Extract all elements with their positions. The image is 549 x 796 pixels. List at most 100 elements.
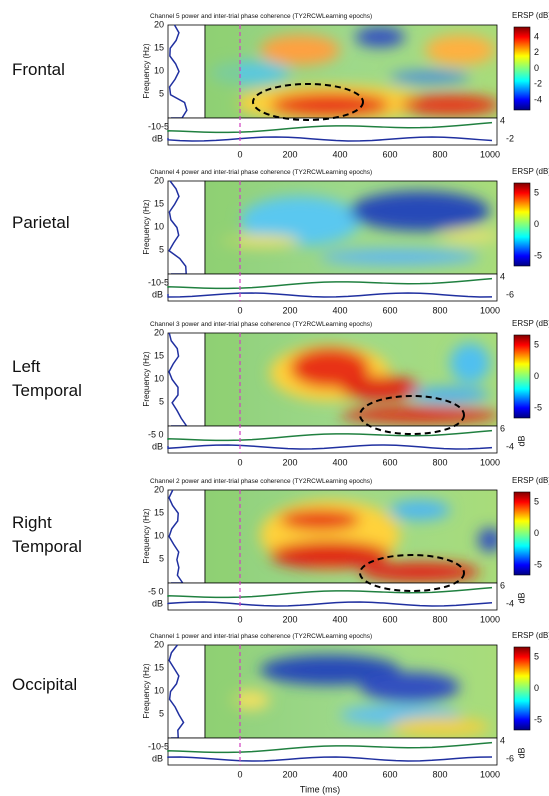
colorbar-tick-label: 0 xyxy=(534,63,539,73)
itc-line xyxy=(167,756,493,762)
mean-spectrum xyxy=(168,180,188,275)
strip-right-label: -6 xyxy=(506,289,514,299)
x-tick-label: 800 xyxy=(432,614,447,624)
heatmap-region xyxy=(340,407,497,423)
heatmap xyxy=(260,500,497,582)
colorbar-tick-label: -2 xyxy=(534,79,542,89)
region-label: Left xyxy=(12,357,41,376)
itc-strip xyxy=(167,737,498,766)
heatmap xyxy=(220,191,497,265)
prestim xyxy=(205,490,240,583)
x-tick-label: 600 xyxy=(382,614,397,624)
panel-title: Channel 2 power and inter-trial phase co… xyxy=(150,478,372,485)
strip-unit: dB xyxy=(152,133,163,143)
heatmap-region xyxy=(360,562,480,582)
strip-tick-label: -10-5 xyxy=(148,741,169,751)
region-label: Parietal xyxy=(12,213,70,232)
heatmap-region xyxy=(290,348,370,388)
y-tick-label: 10 xyxy=(154,373,164,383)
colorbar-title: ERSP (dB) xyxy=(512,11,549,20)
strip-unit: dB xyxy=(152,289,163,299)
heatmap-region xyxy=(410,387,490,403)
heatmap-region xyxy=(390,71,470,83)
region-label: Frontal xyxy=(12,60,65,79)
x-tick-label: 400 xyxy=(332,457,347,467)
heatmap-region xyxy=(270,541,390,569)
mean-spectrum xyxy=(168,332,188,427)
y-axis-label: Frequency (Hz) xyxy=(142,663,151,718)
y-tick-label: 15 xyxy=(154,350,164,360)
panel-title: Channel 4 power and inter-trial phase co… xyxy=(150,169,372,176)
region-label: Temporal xyxy=(12,381,82,400)
strip-right-label: -6 xyxy=(506,753,514,763)
x-tick-label: 800 xyxy=(432,769,447,779)
panel-title: Channel 3 power and inter-trial phase co… xyxy=(150,321,372,328)
x-tick-label: 200 xyxy=(282,305,297,315)
strip-tick-label: -10-5 xyxy=(148,277,169,287)
x-tick-label: 800 xyxy=(432,457,447,467)
heatmap-region xyxy=(478,528,497,552)
region-label: Occipital xyxy=(12,675,77,694)
highlight xyxy=(359,395,465,435)
itc-line xyxy=(167,121,493,134)
x-tick-label: 800 xyxy=(432,149,447,159)
y-axis-label: Frequency (Hz) xyxy=(142,351,151,406)
strip-unit: dB xyxy=(152,441,163,451)
x-tick-label: 600 xyxy=(382,457,397,467)
y-tick-label: 5 xyxy=(159,88,164,98)
colorbar-tick-label: -5 xyxy=(534,250,542,260)
colorbar xyxy=(513,26,531,111)
heatmap-region xyxy=(450,343,490,383)
x-tick-label: 0 xyxy=(237,305,242,315)
colorbar-unit: dB xyxy=(516,747,526,758)
colorbar-tick-label: -5 xyxy=(534,402,542,412)
mean-spectrum xyxy=(168,24,188,119)
itc-line xyxy=(167,586,493,599)
heatmap xyxy=(210,27,497,118)
x-tick-label: 0 xyxy=(237,457,242,467)
y-tick-label: 20 xyxy=(154,19,164,29)
colorbar-tick-label: -4 xyxy=(534,94,542,104)
x-tick-label: 200 xyxy=(282,614,297,624)
colorbar-tick-label: 4 xyxy=(534,31,539,41)
heatmap-region xyxy=(260,655,400,685)
highlight xyxy=(359,554,465,592)
x-tick-label: 1000 xyxy=(480,769,500,779)
colorbar-tick-label: 0 xyxy=(534,528,539,538)
colorbar-tick-label: 0 xyxy=(534,371,539,381)
itc-line xyxy=(167,277,493,290)
y-tick-label: 15 xyxy=(154,42,164,52)
colorbar-tick-label: 5 xyxy=(534,187,539,197)
y-tick-label: 15 xyxy=(154,662,164,672)
y-axis-label: Frequency (Hz) xyxy=(142,508,151,563)
colorbar-title: ERSP (dB) xyxy=(512,319,549,328)
heatmap-region xyxy=(350,191,490,231)
x-tick-label: 800 xyxy=(432,305,447,315)
heatmap-region xyxy=(280,510,360,530)
colorbar-title: ERSP (dB) xyxy=(512,476,549,485)
heatmap-region xyxy=(360,672,460,702)
strip-right-label: 4 xyxy=(500,735,505,745)
heatmap-region xyxy=(400,95,497,115)
y-tick-label: 5 xyxy=(159,708,164,718)
itc-line xyxy=(167,601,493,607)
y-tick-label: 5 xyxy=(159,396,164,406)
y-tick-label: 5 xyxy=(159,553,164,563)
heatmap-region xyxy=(320,249,480,265)
colorbar-tick-label: 0 xyxy=(534,683,539,693)
y-axis-label: Frequency (Hz) xyxy=(142,43,151,98)
x-tick-label: 1000 xyxy=(480,457,500,467)
itc-line xyxy=(167,292,493,298)
itc-line xyxy=(167,741,493,754)
colorbar xyxy=(513,646,531,731)
x-tick-label: 400 xyxy=(332,769,347,779)
heatmap-region xyxy=(440,230,497,242)
heatmap-region xyxy=(270,93,390,117)
colorbar-unit: dB xyxy=(516,435,526,446)
y-tick-label: 20 xyxy=(154,639,164,649)
colorbar-tick-label: 5 xyxy=(534,651,539,661)
colorbar-title: ERSP (dB) xyxy=(512,631,549,640)
strip-right-label: 6 xyxy=(500,423,505,433)
y-tick-label: 10 xyxy=(154,221,164,231)
